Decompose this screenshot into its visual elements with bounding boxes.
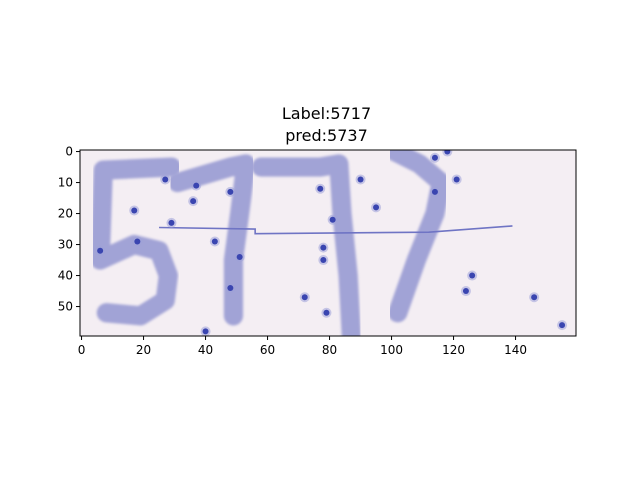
chart-title-label: Label:5717 [281,104,372,123]
noise-point [318,255,329,266]
noise-point [529,292,540,303]
x-tick-label: 40 [198,343,213,357]
noise-point [200,326,211,336]
chart-title-pred: pred:5737 [285,126,368,145]
noise-point [132,236,143,247]
noise-point [315,183,326,194]
noise-point [429,186,440,197]
noise-point [327,214,338,225]
noise-point [467,270,478,281]
noise-point [188,196,199,207]
noise-point [460,286,471,297]
y-tick-label: 50 [58,300,73,314]
x-tick-label: 100 [380,343,403,357]
y-tick-label: 30 [58,238,73,252]
x-tick-label: 140 [504,343,527,357]
y-tick-label: 0 [65,145,73,159]
y-tick-label: 10 [58,176,73,190]
noise-point [95,245,106,256]
y-tick-label: 40 [58,269,73,283]
digit-stroke-5-0 [90,157,182,326]
noise-point [371,202,382,213]
noise-point [442,150,453,157]
noise-point [234,251,245,262]
x-tick-label: 80 [322,343,337,357]
noise-point [209,236,220,247]
digit-stroke-7-2 [251,154,361,336]
x-tick-label: 20 [136,343,151,357]
digit-stroke-7-3 [385,150,451,323]
noise-point [160,174,171,185]
noise-line [159,225,513,235]
x-tick-label: 0 [78,343,86,357]
noise-point [166,217,177,228]
noise-point [225,282,236,293]
noise-point [191,180,202,191]
x-tick-label: 60 [260,343,275,357]
noise-point [429,152,440,163]
noise-point [451,174,462,185]
axis-ticks: 0 20 40 60 80 100 120 140 0 10 20 30 40 50 [58,145,527,357]
noise-point [321,307,332,318]
axes-frame [79,149,577,337]
digit-stroke-7-1 [168,154,256,326]
noise-point [318,242,329,253]
noise-points [95,150,568,336]
noise-point [299,292,310,303]
y-tick-label: 20 [58,207,73,221]
noise-point [225,186,236,197]
noise-point [129,205,140,216]
noise-point [557,320,568,331]
noise-point [355,174,366,185]
digit-strokes [90,150,513,336]
x-tick-label: 120 [442,343,465,357]
